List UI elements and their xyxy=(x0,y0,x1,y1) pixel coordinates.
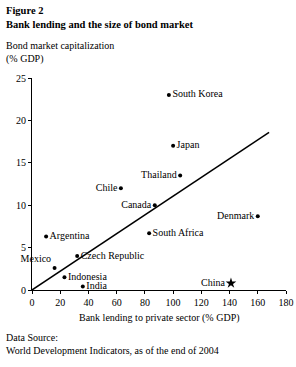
svg-text:Canada: Canada xyxy=(121,199,152,210)
svg-text:South Korea: South Korea xyxy=(172,88,223,99)
svg-text:120: 120 xyxy=(194,297,209,308)
svg-text:100: 100 xyxy=(166,297,181,308)
svg-text:140: 140 xyxy=(222,297,237,308)
svg-text:Czech Republic: Czech Republic xyxy=(81,250,145,261)
svg-text:40: 40 xyxy=(83,297,93,308)
svg-text:80: 80 xyxy=(140,297,150,308)
svg-text:South Africa: South Africa xyxy=(153,227,204,238)
svg-text:Bond market capitalization(% G: Bond market capitalization(% GDP) xyxy=(6,40,114,65)
svg-text:Thailand: Thailand xyxy=(141,169,177,180)
svg-text:10: 10 xyxy=(16,200,26,211)
svg-text:25: 25 xyxy=(16,73,26,84)
svg-text:Data Source:World Development: Data Source:World Development Indicators… xyxy=(6,332,219,356)
svg-text:20: 20 xyxy=(55,297,65,308)
svg-text:0: 0 xyxy=(30,297,35,308)
svg-text:Chile: Chile xyxy=(96,182,118,193)
svg-text:China: China xyxy=(201,277,225,288)
svg-text:Bank lending to private sector: Bank lending to private sector (% GDP) xyxy=(79,312,240,324)
svg-text:Denmark: Denmark xyxy=(217,210,254,221)
svg-text:Figure 2Bank lending and the s: Figure 2Bank lending and the size of bon… xyxy=(6,5,193,30)
svg-text:Indonesia: Indonesia xyxy=(68,271,107,282)
svg-text:20: 20 xyxy=(16,115,26,126)
svg-text:5: 5 xyxy=(21,242,26,253)
svg-text:Japan: Japan xyxy=(177,139,200,150)
svg-text:160: 160 xyxy=(250,297,265,308)
svg-text:India: India xyxy=(86,280,107,291)
svg-text:15: 15 xyxy=(16,157,26,168)
svg-text:60: 60 xyxy=(112,297,122,308)
svg-text:0: 0 xyxy=(21,285,26,296)
svg-text:Argentina: Argentina xyxy=(50,230,90,241)
svg-text:180: 180 xyxy=(279,297,294,308)
svg-text:Mexico: Mexico xyxy=(21,253,52,264)
